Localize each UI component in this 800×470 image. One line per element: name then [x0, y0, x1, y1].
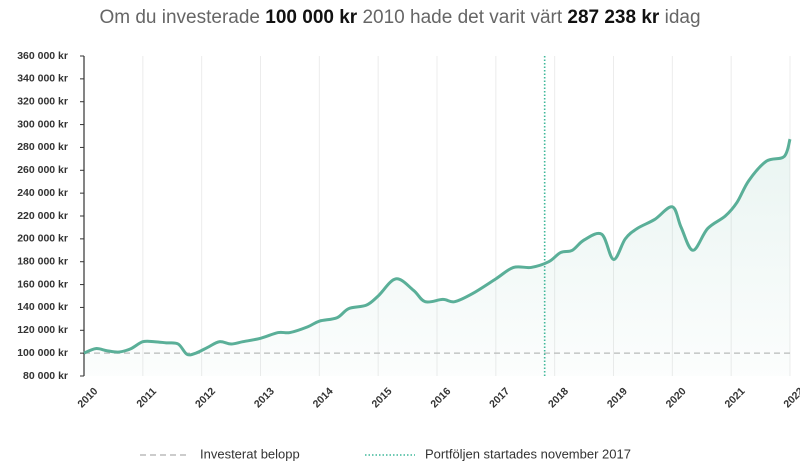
y-tick-label: 80 000 kr [23, 370, 68, 382]
y-tick-label: 260 000 kr [17, 164, 68, 176]
title-part: 100 000 kr [265, 7, 358, 28]
y-tick-label: 280 000 kr [17, 141, 68, 153]
y-tick-label: 220 000 kr [17, 210, 68, 222]
x-tick-label: 2018 [546, 385, 571, 410]
y-tick-label: 340 000 kr [17, 73, 68, 85]
area [84, 139, 790, 376]
x-tick-label: 2015 [370, 385, 395, 410]
x-tick-label: 2014 [311, 385, 336, 410]
line [83, 138, 792, 357]
x-tick-label: 2019 [605, 385, 630, 410]
title-part: idag [659, 7, 700, 28]
y-tick-label: 240 000 kr [17, 187, 68, 199]
chart-title: Om du investerade 100 000 kr 2010 hade d… [99, 7, 700, 28]
y-tick-label: 200 000 kr [17, 233, 68, 245]
y-tick-label: 160 000 kr [17, 278, 68, 290]
y-tick-label: 100 000 kr [17, 347, 68, 359]
y-tick-label: 300 000 kr [17, 118, 68, 130]
x-tick-label: 2010 [75, 385, 100, 410]
x-tick-label: 2011 [134, 385, 159, 410]
x-tick-label: 2013 [252, 385, 277, 410]
x-tick-label: 2012 [193, 385, 218, 410]
title-part: Om du investerade [99, 7, 265, 28]
y-tick-label: 180 000 kr [17, 255, 68, 267]
x-tick-label: 2016 [428, 385, 453, 410]
x-tick-label: 2022 [781, 385, 800, 410]
y-tick-label: 120 000 kr [17, 324, 68, 336]
x-tick-label: 2020 [664, 385, 689, 410]
title-part: 287 238 kr [567, 7, 660, 28]
legend-label: Investerat belopp [200, 446, 300, 461]
y-tick-label: 140 000 kr [17, 301, 68, 313]
x-tick-label: 2021 [723, 385, 748, 410]
y-tick-label: 360 000 kr [17, 50, 68, 62]
legend-label: Portföljen startades november 2017 [425, 446, 631, 461]
y-tick-label: 320 000 kr [17, 95, 68, 107]
title-part: 2010 hade det varit värt [357, 7, 567, 28]
x-tick-label: 2017 [487, 385, 512, 410]
